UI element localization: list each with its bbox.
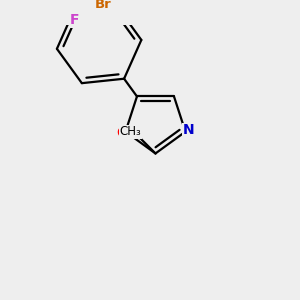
- Text: Br: Br: [95, 0, 112, 11]
- Text: O: O: [116, 126, 128, 140]
- Text: F: F: [69, 13, 79, 27]
- Text: CH₃: CH₃: [119, 125, 141, 138]
- Text: N: N: [183, 123, 195, 137]
